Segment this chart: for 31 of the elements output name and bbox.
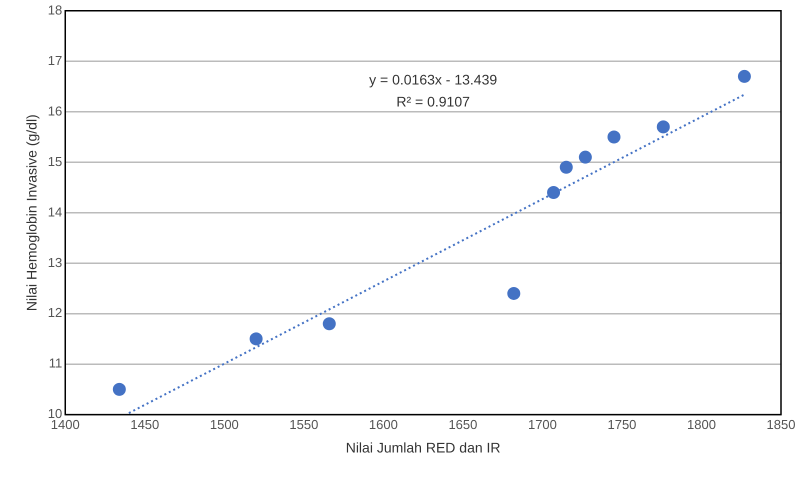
point (656, 120, 670, 134)
x-tick-label: 1450 (130, 416, 160, 432)
point (250, 332, 263, 346)
y-axis-title: Nilai Hemoglobin Invasive (g/dl) (23, 114, 40, 312)
y-tick-label: 16 (48, 103, 62, 118)
x-tick-label: 1500 (210, 416, 239, 432)
point (738, 70, 751, 83)
point (547, 186, 560, 200)
x-tick-label: 1600 (368, 416, 398, 432)
y-tick-label: 12 (48, 305, 62, 320)
y-tick-label: 15 (48, 154, 62, 169)
x-axis-title: Nilai Jumlah RED dan IR (346, 439, 501, 456)
y-tick-label: 14 (48, 204, 62, 220)
point (607, 130, 620, 144)
y-tick-label: 11 (48, 356, 62, 371)
point (322, 317, 336, 330)
x-tick-label: 1800 (687, 416, 716, 432)
y-tick-label: 13 (48, 254, 62, 270)
point (507, 286, 520, 300)
annotation: y = 0.0163x - 13.439 (369, 72, 498, 88)
x-tick-label: 1750 (607, 416, 636, 432)
y-tick-label: 17 (48, 52, 62, 68)
x-tick-label: 1650 (448, 416, 478, 432)
x-tick-label: 1850 (766, 416, 796, 432)
x-tick-label: 1700 (528, 416, 557, 432)
annotation: R² = 0.9107 (396, 94, 470, 110)
y-tick-label: 18 (48, 2, 62, 18)
point (578, 150, 592, 164)
point (112, 382, 126, 396)
point (560, 160, 573, 174)
x-tick-label: 1550 (289, 416, 318, 432)
